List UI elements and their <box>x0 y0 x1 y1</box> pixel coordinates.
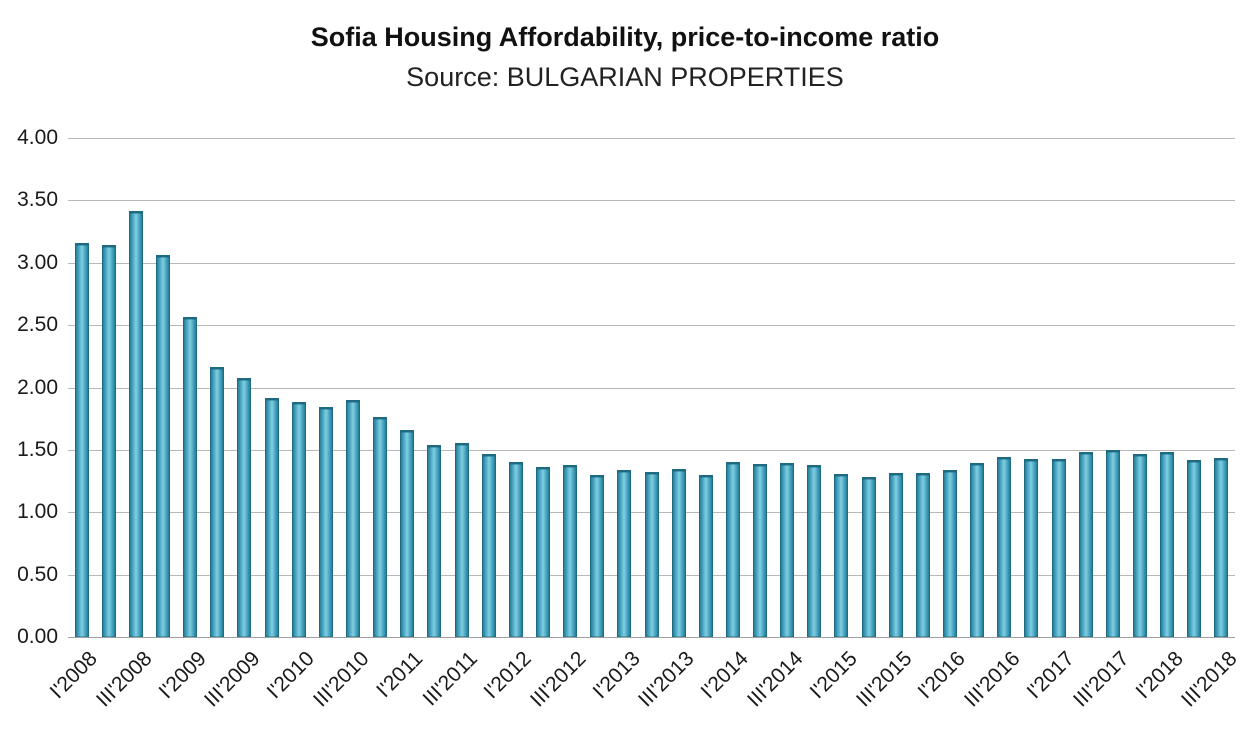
bar <box>74 243 89 637</box>
bar <box>427 445 442 637</box>
bar <box>563 465 578 637</box>
bar <box>128 210 143 637</box>
bar <box>590 475 605 637</box>
bar <box>101 244 116 637</box>
bar <box>1051 459 1066 637</box>
y-tick-label: 0.50 <box>17 562 58 586</box>
bar <box>725 461 740 637</box>
bar <box>1187 460 1202 637</box>
bar <box>780 462 795 637</box>
y-tick-label: 0.00 <box>17 625 58 648</box>
bar <box>210 366 225 637</box>
x-tick-label: III'2010 <box>308 647 374 712</box>
y-tick-label: 1.00 <box>17 500 58 524</box>
x-tick-label: III'2013 <box>634 647 699 712</box>
bar <box>915 472 930 637</box>
bar <box>1133 454 1147 637</box>
bar <box>861 476 876 637</box>
gridline <box>68 138 1235 139</box>
x-tick-label: III'2014 <box>742 647 808 712</box>
bar <box>644 471 659 637</box>
gridline <box>68 200 1235 202</box>
bar <box>1214 457 1229 637</box>
plot-area <box>68 138 1235 638</box>
chart-title: Sofia Housing Affordability, price-to-in… <box>310 22 940 52</box>
bar <box>237 378 252 637</box>
bar <box>454 442 469 637</box>
bar <box>970 462 985 637</box>
y-tick-label: 4.00 <box>17 126 58 149</box>
y-tick-label: 3.00 <box>17 250 58 274</box>
bar <box>997 456 1012 637</box>
bar <box>508 461 523 637</box>
x-tick-label: III'2015 <box>851 647 917 712</box>
bar <box>291 401 306 637</box>
bar <box>671 469 686 637</box>
bar <box>345 400 360 637</box>
gridline <box>68 637 1235 638</box>
gridline <box>68 449 1235 451</box>
bar <box>1160 451 1175 637</box>
bar <box>698 475 713 637</box>
bar <box>753 464 768 637</box>
y-tick-label: 2.00 <box>17 375 58 399</box>
bar <box>400 430 415 637</box>
x-tick-label: III'2008 <box>91 647 157 712</box>
x-tick-label: III'2016 <box>960 647 1025 712</box>
bar <box>318 406 333 637</box>
x-tick-label: III'2009 <box>200 647 265 712</box>
bar <box>1105 450 1120 637</box>
x-tick-label: III'2012 <box>525 647 591 712</box>
bar <box>373 416 388 637</box>
bar <box>183 316 198 637</box>
bar <box>535 466 550 637</box>
gridline <box>68 262 1235 264</box>
bar <box>943 470 958 637</box>
x-tick-label: III'2017 <box>1068 647 1134 712</box>
bar <box>834 474 849 637</box>
gridline <box>68 325 1235 327</box>
bar <box>155 254 170 637</box>
bar <box>1078 451 1093 637</box>
bar <box>264 397 279 637</box>
y-tick-label: 2.50 <box>17 313 58 337</box>
bar <box>807 465 822 637</box>
bar <box>888 472 903 637</box>
x-tick-label: III'2011 <box>418 647 482 711</box>
y-tick-label: 1.50 <box>17 437 58 461</box>
bar <box>617 470 632 637</box>
x-tick-label: III'2018 <box>1177 647 1242 712</box>
gridline <box>68 387 1235 389</box>
chart-subtitle: Source: BULGARIAN PROPERTIES <box>406 62 844 92</box>
bar <box>1024 459 1039 637</box>
y-tick-label: 3.50 <box>17 188 58 212</box>
bar <box>481 454 496 637</box>
